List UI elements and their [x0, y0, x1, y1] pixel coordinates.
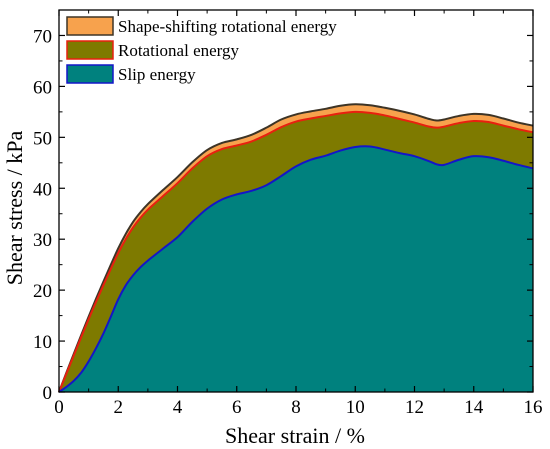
x-axis-title: Shear strain / %	[225, 423, 365, 448]
line-rotational-energy	[58, 110, 534, 393]
energy-boundary-lines	[58, 103, 534, 393]
x-tick-label: 0	[54, 397, 64, 418]
legend-swatch-shape-shifting-rotational-energy	[66, 16, 114, 36]
x-tick-label: 14	[464, 397, 484, 418]
y-tick-label: 50	[33, 128, 52, 149]
x-tick-label: 4	[173, 397, 183, 418]
x-tick-label: 10	[346, 397, 365, 418]
line-slip-energy	[58, 145, 534, 393]
axis-ticks	[58, 10, 534, 393]
x-tick-label: 12	[405, 397, 424, 418]
y-tick-labels: 0 10 20 30 40 50 60 70	[33, 26, 52, 404]
y-tick-label: 30	[33, 230, 52, 251]
y-tick-label: 70	[33, 26, 52, 47]
legend-label-rotational-energy: Rotational energy	[118, 41, 240, 60]
y-tick-label: 0	[43, 383, 53, 404]
x-tick-labels: 0 2 4 6 8 10 12 14 16	[54, 397, 542, 418]
y-tick-label: 40	[33, 179, 52, 200]
legend-label-slip-energy: Slip energy	[118, 65, 196, 84]
legend-swatch-rotational-energy	[66, 40, 114, 60]
y-tick-label: 10	[33, 332, 52, 353]
x-tick-label: 2	[114, 397, 124, 418]
legend-label-shape-shifting-rotational-energy: Shape-shifting rotational energy	[118, 17, 337, 36]
legend-swatch-slip-energy	[66, 64, 114, 84]
x-tick-label: 6	[232, 397, 242, 418]
area-slip-energy	[59, 146, 533, 392]
line-shape-shifting-rotational-energy	[58, 103, 534, 393]
y-tick-label: 20	[33, 281, 52, 302]
x-tick-label: 8	[291, 397, 301, 418]
energy-areas	[59, 104, 533, 392]
legend: Shape-shifting rotational energy Rotation…	[66, 16, 337, 84]
y-axis-title: Shear stress / kPa	[2, 130, 27, 285]
y-tick-label: 60	[33, 77, 52, 98]
x-tick-label: 16	[524, 397, 543, 418]
